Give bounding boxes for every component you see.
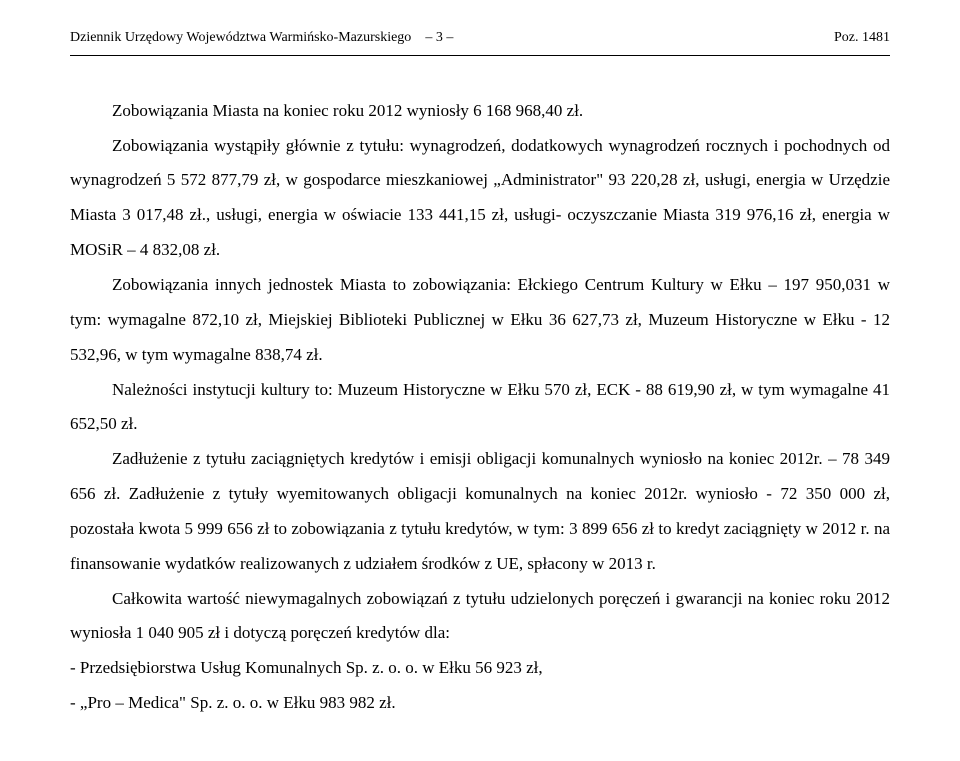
body-text: Zobowiązania Miasta na koniec roku 2012 … xyxy=(70,94,890,721)
journal-title: Dziennik Urzędowy Województwa Warmińsko-… xyxy=(70,30,411,45)
paragraph-2: Zobowiązania wystąpiły głównie z tytułu:… xyxy=(70,129,890,268)
list-item-2: - „Pro – Medica" Sp. z. o. o. w Ełku 983… xyxy=(70,686,890,721)
paragraph-4: Należności instytucji kultury to: Muzeum… xyxy=(70,373,890,443)
header-rule xyxy=(70,55,890,56)
paragraph-3: Zobowiązania innych jednostek Miasta to … xyxy=(70,268,890,373)
header-right: Poz. 1481 xyxy=(834,30,890,47)
paragraph-1: Zobowiązania Miasta na koniec roku 2012 … xyxy=(70,94,890,129)
paragraph-5: Zadłużenie z tytułu zaciągniętych kredyt… xyxy=(70,442,890,581)
paragraph-6: Całkowita wartość niewymagalnych zobowią… xyxy=(70,582,890,652)
list-item-1: - Przedsiębiorstwa Usług Komunalnych Sp.… xyxy=(70,651,890,686)
page-header: Dziennik Urzędowy Województwa Warmińsko-… xyxy=(70,30,890,47)
page-container: Dziennik Urzędowy Województwa Warmińsko-… xyxy=(0,0,960,761)
header-left: Dziennik Urzędowy Województwa Warmińsko-… xyxy=(70,30,453,47)
page-number: – 3 – xyxy=(425,30,453,45)
